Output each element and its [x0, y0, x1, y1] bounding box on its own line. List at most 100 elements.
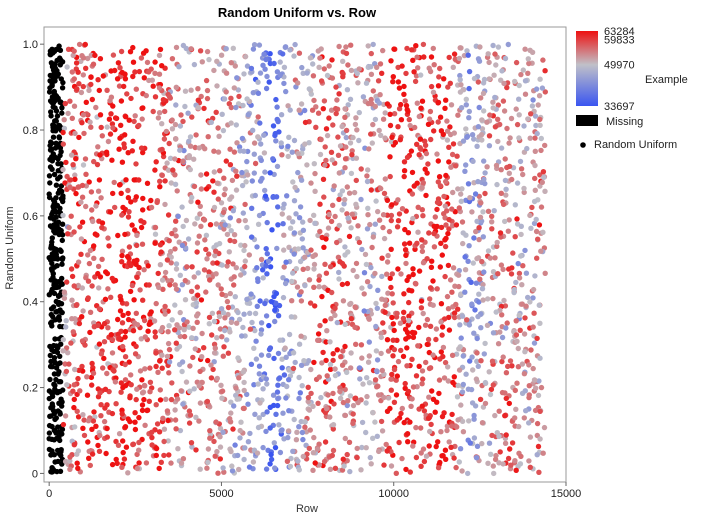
data-point [323, 405, 330, 412]
data-point [289, 149, 295, 155]
data-point [312, 220, 318, 226]
data-point [71, 48, 77, 54]
data-point [320, 106, 326, 112]
data-point [298, 362, 305, 368]
data-point [337, 143, 344, 149]
data-point [320, 176, 327, 182]
data-point [313, 104, 319, 110]
data-point [482, 379, 489, 386]
data-point [178, 388, 184, 394]
data-point [435, 83, 442, 89]
data-point [336, 91, 342, 97]
data-point [73, 60, 80, 66]
data-point [213, 271, 219, 277]
data-point [125, 214, 132, 220]
data-point [105, 138, 112, 145]
data-point [364, 226, 371, 232]
data-point [107, 131, 114, 137]
data-point-missing [57, 409, 63, 416]
data-point [415, 65, 421, 71]
data-point [432, 214, 438, 220]
data-point [258, 256, 265, 263]
data-point [90, 418, 97, 424]
data-point [178, 460, 185, 466]
data-point [270, 156, 276, 162]
data-point [187, 134, 194, 140]
data-point [74, 408, 80, 414]
data-point [495, 116, 501, 123]
data-point-missing [53, 140, 59, 146]
data-point [173, 218, 179, 224]
data-point [158, 249, 164, 255]
data-point [204, 87, 211, 94]
data-point [275, 395, 281, 402]
data-point [273, 290, 280, 297]
data-point [116, 83, 123, 89]
data-point [228, 95, 234, 102]
data-point [178, 112, 184, 118]
data-point [85, 295, 91, 301]
data-point [214, 335, 220, 341]
data-point [474, 443, 481, 449]
data-point [274, 402, 281, 409]
data-point-missing [56, 43, 62, 49]
data-point [528, 111, 534, 117]
data-point [311, 212, 317, 218]
data-point [295, 246, 302, 252]
data-point [119, 259, 125, 265]
data-point [206, 269, 212, 275]
data-point [533, 122, 539, 129]
data-point [438, 301, 445, 307]
data-point [191, 156, 197, 162]
data-point [355, 399, 361, 406]
data-point [526, 420, 532, 426]
data-point [179, 204, 185, 210]
data-point [382, 302, 388, 308]
data-point [353, 341, 359, 347]
data-point [498, 234, 504, 240]
data-point [141, 75, 147, 81]
data-point [409, 288, 415, 294]
data-point [281, 372, 288, 378]
data-point [401, 159, 408, 165]
data-point [386, 228, 393, 235]
data-point [75, 375, 81, 382]
data-point [516, 82, 522, 89]
data-point [337, 259, 343, 265]
data-point [324, 373, 330, 379]
data-point [480, 234, 486, 240]
data-point [339, 207, 345, 213]
data-point [104, 434, 111, 440]
data-point [159, 121, 165, 127]
data-point-missing [57, 388, 63, 395]
data-point [244, 296, 250, 302]
data-point [527, 135, 533, 141]
data-point [329, 157, 335, 163]
data-point [165, 438, 171, 444]
data-point [159, 365, 165, 371]
data-point [81, 432, 88, 439]
data-point [165, 329, 171, 335]
data-point [512, 458, 518, 464]
data-point [95, 77, 101, 83]
data-point [70, 329, 77, 335]
data-point [80, 112, 87, 118]
data-point [97, 432, 103, 439]
data-point [78, 236, 85, 242]
data-point [317, 55, 323, 61]
data-point [136, 68, 143, 75]
data-point [444, 208, 450, 214]
data-point [318, 136, 324, 143]
data-point-missing [59, 221, 66, 227]
data-point [322, 144, 328, 150]
data-point [94, 232, 100, 238]
data-point [459, 186, 465, 192]
data-point [465, 470, 471, 477]
data-point [400, 353, 407, 360]
data-point [239, 182, 246, 189]
data-point [494, 239, 500, 246]
data-point [399, 63, 405, 69]
data-point [120, 312, 126, 318]
data-point [211, 350, 218, 356]
data-point [532, 407, 539, 414]
